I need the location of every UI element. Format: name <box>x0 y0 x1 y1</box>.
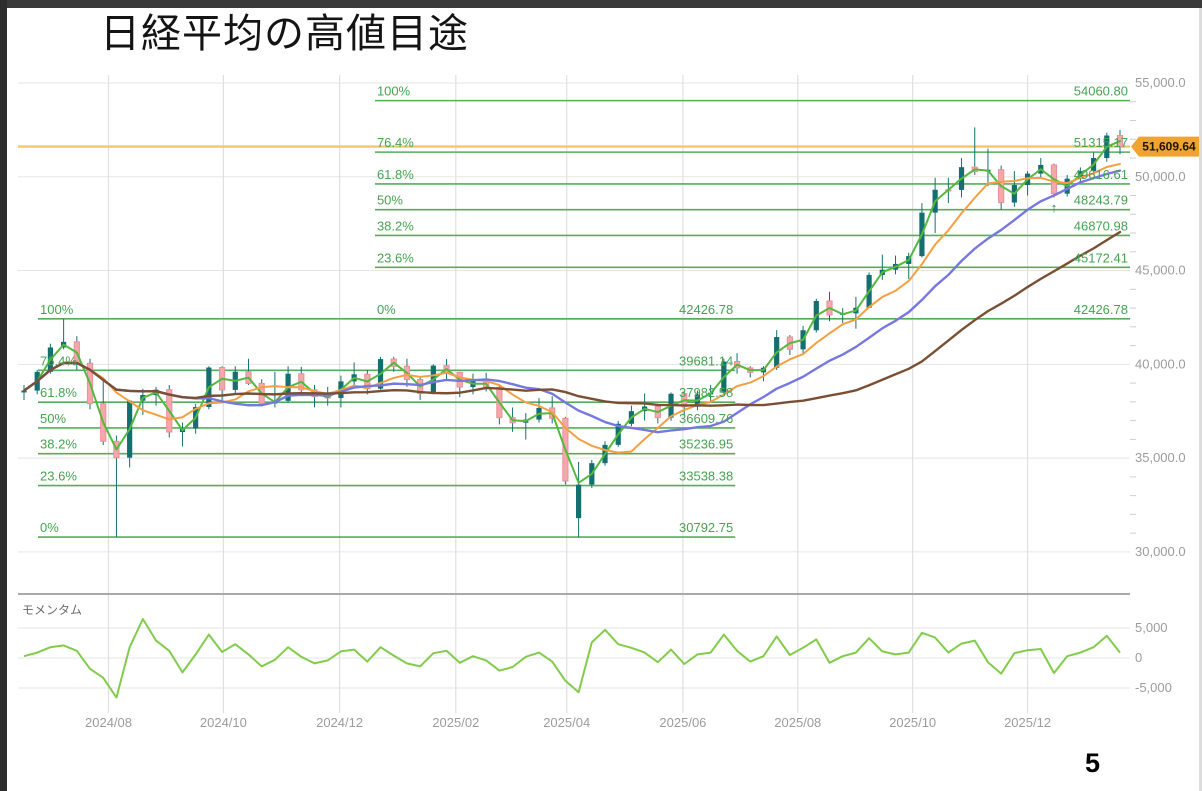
fib-labels-2: 100% 54060.80 76.4% 51315.17 61.8% 49616.61 50… <box>377 84 1128 317</box>
svg-text:50%: 50% <box>40 411 66 426</box>
svg-text:40,000.0: 40,000.0 <box>1135 356 1186 371</box>
svg-text:2024/08: 2024/08 <box>85 715 132 730</box>
svg-text:49616.61: 49616.61 <box>1074 167 1128 182</box>
svg-text:2024/10: 2024/10 <box>200 715 247 730</box>
page-title: 日経平均の高値目途 <box>100 12 469 56</box>
svg-text:51315.17: 51315.17 <box>1074 135 1128 150</box>
svg-text:76.4%: 76.4% <box>377 135 414 150</box>
svg-text:46870.98: 46870.98 <box>1074 218 1128 233</box>
svg-text:42426.78: 42426.78 <box>679 302 733 317</box>
ma-green-line <box>23 140 1121 484</box>
svg-text:35,000.0: 35,000.0 <box>1135 450 1186 465</box>
svg-text:54060.80: 54060.80 <box>1074 84 1128 99</box>
window-left-bar <box>0 0 7 791</box>
fib-2025-extension <box>374 99 1130 320</box>
svg-text:76.4%: 76.4% <box>40 353 77 368</box>
svg-text:39681.14: 39681.14 <box>679 353 733 368</box>
svg-text:23.6%: 23.6% <box>40 469 77 484</box>
ma-brown-line <box>22 230 1122 407</box>
svg-text:2025/06: 2025/06 <box>659 715 706 730</box>
svg-text:2025/12: 2025/12 <box>1004 715 1051 730</box>
svg-text:48243.79: 48243.79 <box>1074 193 1128 208</box>
svg-text:38.2%: 38.2% <box>377 218 414 233</box>
x-axis: 2024/08 2024/10 2024/12 2025/02 2025/04 2025/… <box>85 715 1051 730</box>
svg-text:0: 0 <box>1135 650 1142 665</box>
svg-text:36609.76: 36609.76 <box>679 411 733 426</box>
svg-text:0%: 0% <box>377 302 396 317</box>
svg-text:↑: ↑ <box>1051 200 1058 215</box>
svg-text:45172.41: 45172.41 <box>1074 250 1128 265</box>
svg-text:37982.58: 37982.58 <box>679 385 733 400</box>
svg-text:23.6%: 23.6% <box>377 250 414 265</box>
window-top-bar <box>0 0 1202 8</box>
svg-text:51,609.64: 51,609.64 <box>1142 140 1196 154</box>
svg-text:2025/04: 2025/04 <box>543 715 590 730</box>
ma-blue-line <box>22 169 1122 434</box>
svg-text:30792.75: 30792.75 <box>679 520 733 535</box>
momentum-panel-label: モメンタム <box>22 603 83 617</box>
svg-text:-5,000: -5,000 <box>1135 680 1172 695</box>
momentum-y-axis: 5,000 0 -5,000 <box>1135 620 1172 695</box>
svg-text:5,000: 5,000 <box>1135 620 1168 635</box>
svg-text:30,000.0: 30,000.0 <box>1135 544 1186 559</box>
svg-text:50,000.0: 50,000.0 <box>1135 169 1186 184</box>
svg-text:100%: 100% <box>377 84 411 99</box>
momentum-series <box>23 618 1121 699</box>
fib-2024-range <box>38 318 736 538</box>
svg-text:45,000.0: 45,000.0 <box>1135 263 1186 278</box>
svg-text:0%: 0% <box>40 520 59 535</box>
svg-text:35236.95: 35236.95 <box>679 437 733 452</box>
svg-text:61.8%: 61.8% <box>40 385 77 400</box>
y-axis: 55,000.0 50,000.0 45,000.0 40,000.0 35,000.0… <box>1130 75 1186 559</box>
page-number: 5 <box>1085 748 1101 778</box>
ma-orange-line <box>23 162 1121 454</box>
fib-labels-1: 100% 42426.78 76.4% 39681.14 61.8% 37982.58 50… <box>40 302 733 535</box>
svg-text:2025/08: 2025/08 <box>774 715 821 730</box>
svg-text:2025/02: 2025/02 <box>432 715 479 730</box>
svg-text:33538.38: 33538.38 <box>679 469 733 484</box>
svg-text:42426.78: 42426.78 <box>1074 302 1128 317</box>
svg-text:2024/12: 2024/12 <box>316 715 363 730</box>
up-arrow-marker: ↑ <box>1051 200 1058 215</box>
svg-text:2025/10: 2025/10 <box>889 715 936 730</box>
svg-text:38.2%: 38.2% <box>40 437 77 452</box>
svg-text:55,000.0: 55,000.0 <box>1135 75 1186 90</box>
svg-text:50%: 50% <box>377 193 403 208</box>
svg-text:61.8%: 61.8% <box>377 167 414 182</box>
current-price-badge: 51,609.64 <box>1131 136 1199 157</box>
slide-right-edge <box>1199 8 1202 791</box>
svg-text:100%: 100% <box>40 302 74 317</box>
